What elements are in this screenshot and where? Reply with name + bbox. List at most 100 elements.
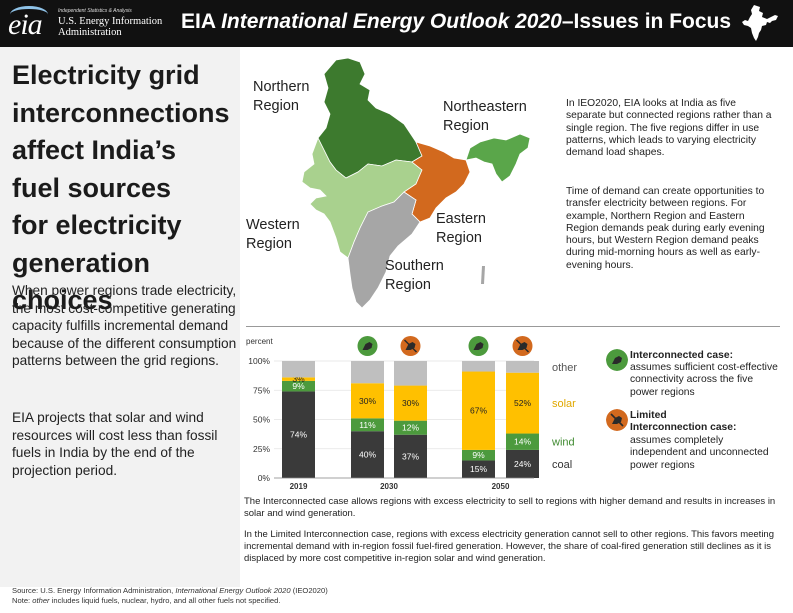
region-label-western: Western Region — [246, 216, 300, 254]
data-label: 37% — [402, 451, 419, 461]
headline-line: generation choices — [12, 247, 151, 316]
region-label-northern: Northern Region — [253, 78, 309, 116]
region-label-northeastern: Northeastern Region — [443, 98, 527, 136]
limited-legend-text: assumes completely independent and uncon… — [630, 435, 769, 471]
header-bar: eia Independent Statistics & Analysis U.… — [0, 0, 793, 47]
region-label-line: Region — [385, 277, 431, 293]
logo-name: U.S. Energy Information Administration — [58, 16, 162, 38]
x-tick-label: 2019 — [290, 482, 308, 491]
description-timing: Time of demand can create opportunities … — [566, 186, 765, 271]
bar-segment-solar[interactable] — [394, 385, 427, 421]
caption-limited: In the Limited Interconnection case, reg… — [244, 529, 774, 565]
region-label-line: Region — [246, 236, 292, 252]
interconnected-legend-text: assumes sufficient cost-effective connec… — [630, 362, 778, 398]
data-label: 24% — [514, 459, 531, 469]
bar-segment-wind[interactable] — [282, 380, 315, 392]
y-tick-label: 50% — [253, 415, 270, 425]
region-label-line: Southern — [385, 258, 444, 274]
headline: Electricity grid interconnections affect… — [12, 57, 240, 320]
data-label: 3% — [292, 374, 305, 384]
intro-paragraph: When power regions trade electricity, th… — [12, 283, 237, 369]
bar-segment-other[interactable] — [462, 361, 495, 372]
bar-segment-wind[interactable] — [394, 420, 427, 435]
headline-line: interconnections — [12, 97, 230, 128]
bar-segment-coal[interactable] — [282, 391, 315, 478]
bar-segment-other[interactable] — [506, 361, 539, 373]
data-label: 30% — [402, 398, 419, 408]
series-label-other: other — [552, 362, 577, 374]
map-region-northeastern[interactable] — [465, 133, 531, 183]
logo-mark: eia — [8, 8, 43, 41]
series-label-wind: wind — [551, 437, 575, 449]
bar-segment-solar[interactable] — [462, 371, 495, 450]
source-italic: International Energy Outlook 2020 — [175, 586, 291, 595]
data-label: 40% — [359, 450, 376, 460]
bar-segment-wind[interactable] — [351, 418, 384, 432]
eia-logo[interactable]: eia Independent Statistics & Analysis U.… — [8, 6, 178, 42]
data-label: 9% — [472, 450, 485, 460]
limited-legend-title-line: Interconnection case: — [630, 422, 737, 434]
bar-segment-solar[interactable] — [506, 372, 539, 434]
map-region-northern[interactable] — [317, 57, 423, 179]
region-label-line: Region — [436, 230, 482, 246]
india-glyph-icon — [473, 342, 484, 350]
headline-line: affect India’s — [12, 135, 177, 165]
logo-tagline: Independent Statistics & Analysis — [58, 8, 132, 14]
logo-name-line1: U.S. Energy Information — [58, 16, 163, 27]
title-suffix: –Issues in Focus — [561, 10, 732, 33]
region-label-eastern: Eastern Region — [436, 210, 486, 248]
source-note: Source: U.S. Energy Information Administ… — [12, 586, 782, 606]
bar-segment-solar[interactable] — [282, 377, 315, 381]
bar-segment-coal[interactable] — [462, 460, 495, 478]
data-label: 52% — [514, 398, 531, 408]
source-line: Source: U.S. Energy Information Administ… — [12, 586, 782, 596]
bar-segment-other[interactable] — [282, 361, 315, 378]
map-island-icon — [481, 266, 485, 284]
title-prefix: EIA — [181, 10, 222, 33]
bar-segment-coal[interactable] — [506, 449, 539, 478]
title-italic: International Energy Outlook 2020 — [221, 10, 562, 33]
strike-icon — [515, 339, 530, 353]
strike-icon — [403, 339, 418, 353]
note-suffix: includes liquid fuels, nuclear, hydro, a… — [49, 596, 281, 605]
bar-segment-coal[interactable] — [394, 434, 427, 478]
bar-segment-solar[interactable] — [351, 383, 384, 419]
section-divider — [246, 326, 780, 327]
source-prefix: Source: U.S. Energy Information Administ… — [12, 586, 176, 595]
region-label-line: Region — [443, 118, 489, 134]
region-label-line: Northern — [253, 79, 310, 95]
series-label-coal: coal — [552, 459, 572, 471]
data-label: 15% — [470, 464, 487, 474]
data-label: 67% — [470, 406, 487, 416]
map-region-southern[interactable] — [347, 191, 421, 309]
region-label-line: Region — [253, 98, 299, 114]
bar-segment-wind[interactable] — [506, 433, 539, 450]
data-label: 14% — [514, 437, 531, 447]
caption-interconnected: The Interconnected case allows regions w… — [244, 496, 776, 520]
bar-segment-coal[interactable] — [351, 431, 384, 478]
bar-segment-other[interactable] — [351, 361, 384, 384]
headline-line: for electricity — [12, 210, 182, 240]
y-axis-label: percent — [246, 337, 273, 346]
y-tick-label: 0% — [258, 473, 271, 483]
india-regions-map — [301, 57, 531, 309]
projection-paragraph: EIA projects that solar and wind resourc… — [12, 410, 218, 478]
india-outline-icon — [742, 5, 778, 41]
interconnected-legend-title: Interconnected case: — [630, 350, 734, 361]
limited-legend-title-line: Limited — [630, 410, 667, 421]
x-tick-label: 2050 — [492, 482, 510, 491]
region-label-line: Northeastern — [443, 99, 527, 115]
region-label-line: Eastern — [436, 211, 486, 227]
bar-segment-wind[interactable] — [462, 449, 495, 461]
interconnected-case-icon — [606, 349, 628, 371]
data-label: 12% — [402, 423, 419, 433]
region-label-line: Western — [246, 217, 300, 233]
series-label-solar: solar — [552, 398, 576, 410]
headline-line: fuel sources — [12, 172, 172, 203]
data-label: 74% — [290, 430, 307, 440]
y-tick-label: 25% — [253, 444, 270, 454]
bar-segment-other[interactable] — [394, 361, 427, 386]
x-tick-label: 2030 — [380, 482, 398, 491]
data-label: 30% — [359, 396, 376, 406]
india-glyph-icon — [362, 342, 373, 350]
